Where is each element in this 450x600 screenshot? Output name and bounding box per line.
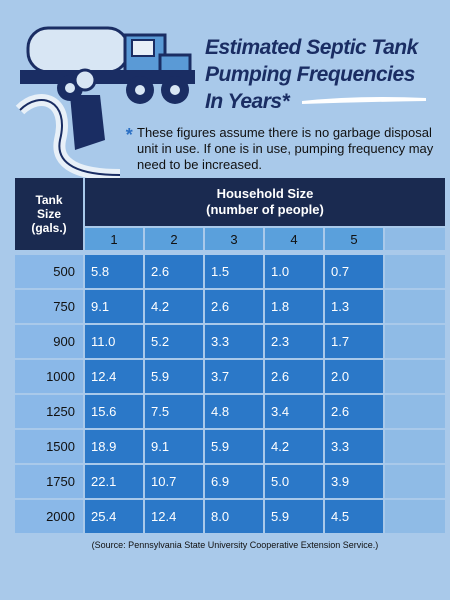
column-header: 2 [145, 228, 203, 250]
row-filler [385, 465, 445, 498]
row-filler [385, 500, 445, 533]
tank-size: 2000 [15, 500, 83, 533]
frequency-value: 11.0 [85, 325, 143, 358]
frequency-value: 5.9 [205, 430, 263, 463]
frequency-value: 2.6 [205, 290, 263, 323]
frequency-value: 1.0 [265, 255, 323, 288]
title-line: Estimated Septic Tank [205, 36, 418, 59]
note-marker: * [125, 125, 133, 145]
row-filler [385, 290, 445, 323]
tank-size: 1750 [15, 465, 83, 498]
frequency-value: 3.7 [205, 360, 263, 393]
row-filler [385, 360, 445, 393]
row-header-line: Tank [35, 193, 63, 207]
frequency-value: 2.3 [265, 325, 323, 358]
frequency-value: 5.9 [265, 500, 323, 533]
frequency-value: 2.6 [145, 255, 203, 288]
frequency-value: 4.8 [205, 395, 263, 428]
row-header: Tank Size (gals.) [15, 178, 83, 250]
frequency-value: 4.2 [145, 290, 203, 323]
frequency-value: 2.6 [325, 395, 383, 428]
frequency-value: 9.1 [145, 430, 203, 463]
column-filler [385, 228, 445, 250]
column-header: 1 [85, 228, 143, 250]
frequency-value: 3.9 [325, 465, 383, 498]
frequency-value: 4.2 [265, 430, 323, 463]
row-header-line: (gals.) [31, 221, 67, 235]
tank-size: 750 [15, 290, 83, 323]
frequency-value: 2.6 [265, 360, 323, 393]
column-header: 4 [265, 228, 323, 250]
row-filler [385, 430, 445, 463]
frequency-value: 5.8 [85, 255, 143, 288]
column-header: 5 [325, 228, 383, 250]
tank-size: 500 [15, 255, 83, 288]
frequency-value: 12.4 [85, 360, 143, 393]
frequency-value: 18.9 [85, 430, 143, 463]
frequency-value: 4.5 [325, 500, 383, 533]
frequency-value: 0.7 [325, 255, 383, 288]
frequency-value: 1.3 [325, 290, 383, 323]
frequency-value: 3.3 [325, 430, 383, 463]
frequency-value: 3.3 [205, 325, 263, 358]
note-text: These figures assume there is no garbage… [137, 125, 434, 172]
title-line: Pumping Frequencies [205, 63, 415, 86]
frequency-value: 8.0 [205, 500, 263, 533]
frequency-value: 5.2 [145, 325, 203, 358]
row-header-line: Size [36, 207, 61, 221]
frequency-value: 9.1 [85, 290, 143, 323]
frequency-value: 6.9 [205, 465, 263, 498]
tank-size: 1500 [15, 430, 83, 463]
row-filler [385, 395, 445, 428]
row-filler [385, 325, 445, 358]
group-header-line: Household Size [216, 186, 314, 201]
source: (Source: Pennsylvania State University C… [91, 540, 379, 550]
frequency-value: 22.1 [85, 465, 143, 498]
truck-illustration [15, 26, 195, 180]
column-header: 3 [205, 228, 263, 250]
frequency-value: 10.7 [145, 465, 203, 498]
frequency-value: 2.0 [325, 360, 383, 393]
frequency-value: 5.0 [265, 465, 323, 498]
group-header: Household Size (number of people) [85, 178, 445, 226]
tank-size: 1000 [15, 360, 83, 393]
frequency-value: 1.8 [265, 290, 323, 323]
frequency-value: 1.7 [325, 325, 383, 358]
title-swoosh [302, 97, 426, 104]
frequency-value: 12.4 [145, 500, 203, 533]
title-line: In Years* [205, 90, 290, 113]
frequency-value: 15.6 [85, 395, 143, 428]
tank-size: 900 [15, 325, 83, 358]
frequency-value: 7.5 [145, 395, 203, 428]
frequency-value: 1.5 [205, 255, 263, 288]
tank-size: 1250 [15, 395, 83, 428]
frequency-value: 25.4 [85, 500, 143, 533]
group-header-line: (number of people) [206, 202, 324, 217]
frequency-value: 5.9 [145, 360, 203, 393]
row-filler [385, 255, 445, 288]
frequency-value: 3.4 [265, 395, 323, 428]
